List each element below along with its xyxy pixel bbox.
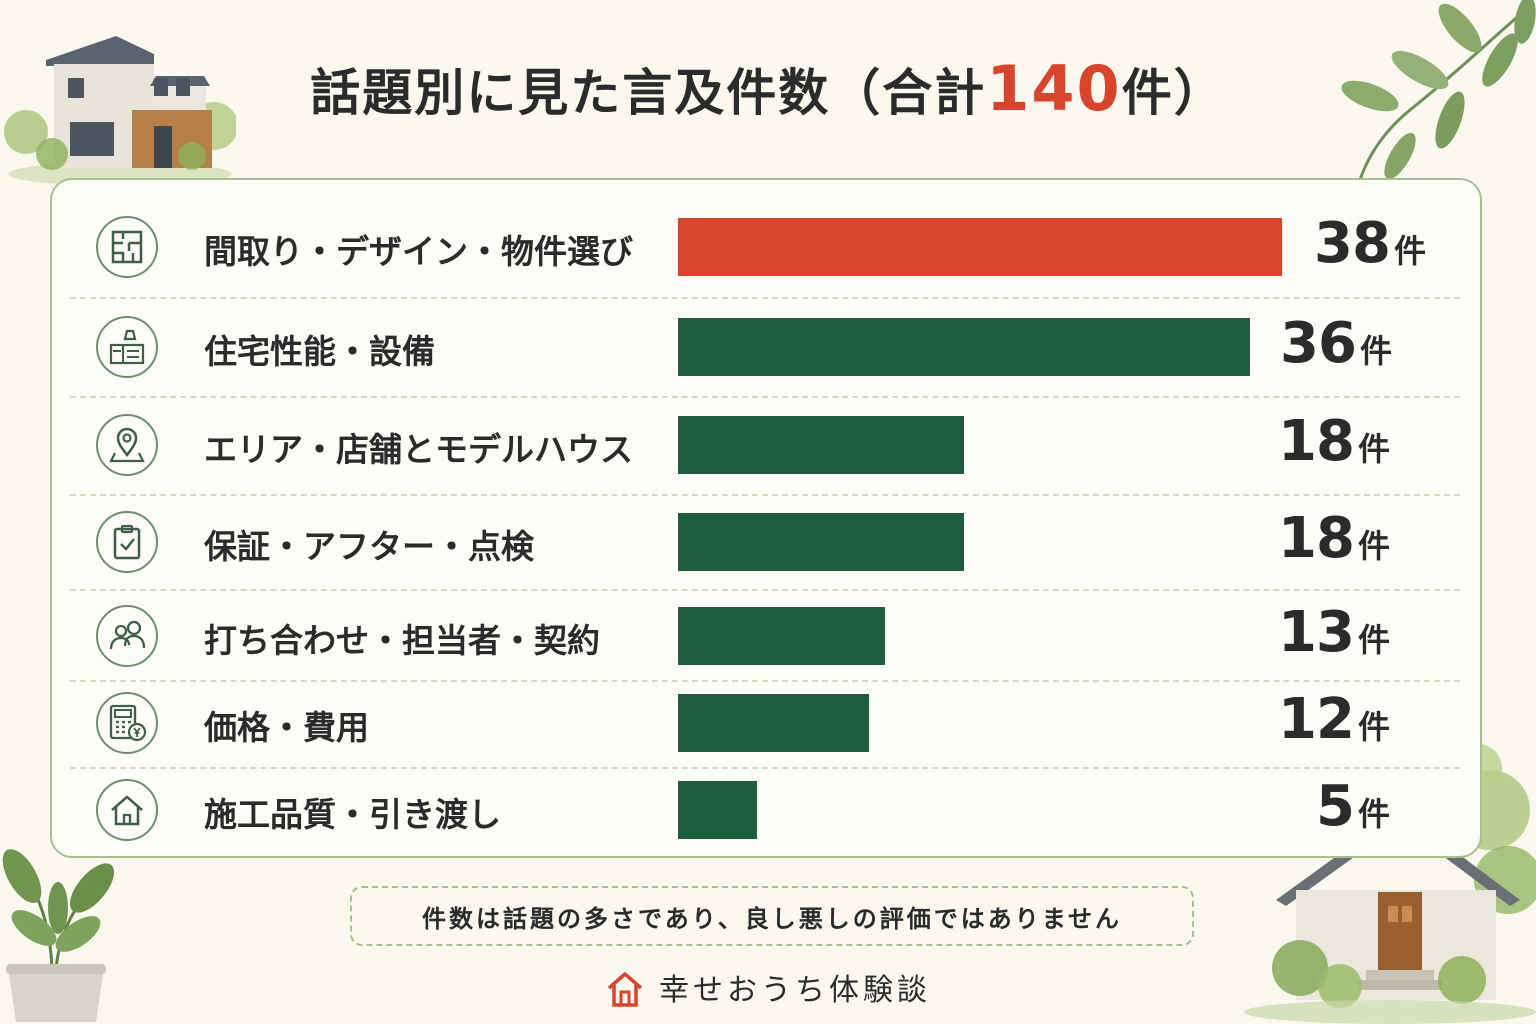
brand: 幸せおうち体験談 bbox=[0, 965, 1536, 1009]
value-label: 38 件 bbox=[1314, 211, 1426, 276]
bar bbox=[678, 607, 885, 665]
category-label: 保証・アフター・点検 bbox=[204, 527, 534, 566]
house-icon bbox=[96, 779, 158, 841]
row-separator bbox=[70, 767, 1460, 769]
house-illustration-bottom-right bbox=[1244, 744, 1536, 1024]
leaves-illustration-top-right bbox=[1341, 0, 1536, 181]
total-count: 140 bbox=[986, 52, 1122, 125]
people-icon bbox=[96, 605, 158, 667]
row-separator bbox=[70, 297, 1460, 299]
value-label: 18 件 bbox=[1278, 506, 1390, 571]
row-separator bbox=[70, 680, 1460, 682]
chart-title: 話題別に見た言及件数（合計140件） bbox=[310, 52, 1226, 125]
row-separator bbox=[70, 396, 1460, 398]
value-label: 12 件 bbox=[1278, 687, 1390, 752]
disclaimer-note: 件数は話題の多さであり、良し悪しの評価ではありません bbox=[350, 886, 1194, 946]
brand-name: 幸せおうち体験談 bbox=[659, 973, 931, 1008]
clipboard-check-icon bbox=[96, 511, 158, 573]
category-label: 住宅性能・設備 bbox=[204, 332, 435, 371]
house-illustration-top-left bbox=[4, 36, 236, 184]
value-label: 18 件 bbox=[1278, 409, 1390, 474]
category-label: 打ち合わせ・担当者・契約 bbox=[204, 621, 600, 660]
map-pin-icon bbox=[96, 414, 158, 476]
row-separator bbox=[70, 494, 1460, 496]
category-label: 間取り・デザイン・物件選び bbox=[204, 232, 633, 271]
bar bbox=[678, 694, 869, 752]
kitchen-icon bbox=[96, 316, 158, 378]
category-label: 施工品質・引き渡し bbox=[204, 795, 501, 834]
bar bbox=[678, 781, 757, 839]
category-label: 価格・費用 bbox=[204, 708, 369, 747]
category-label: エリア・店舗とモデルハウス bbox=[204, 430, 633, 469]
bar bbox=[678, 513, 964, 571]
floorplan-icon bbox=[96, 216, 158, 278]
value-label: 36 件 bbox=[1280, 311, 1392, 376]
bar bbox=[678, 416, 964, 474]
bar bbox=[678, 218, 1282, 276]
calculator-yen-icon bbox=[96, 692, 158, 754]
house-logo-icon bbox=[607, 972, 643, 1007]
row-separator bbox=[70, 589, 1460, 591]
bar bbox=[678, 318, 1250, 376]
potted-plant-illustration bbox=[2, 849, 115, 1022]
value-label: 13 件 bbox=[1278, 600, 1390, 665]
